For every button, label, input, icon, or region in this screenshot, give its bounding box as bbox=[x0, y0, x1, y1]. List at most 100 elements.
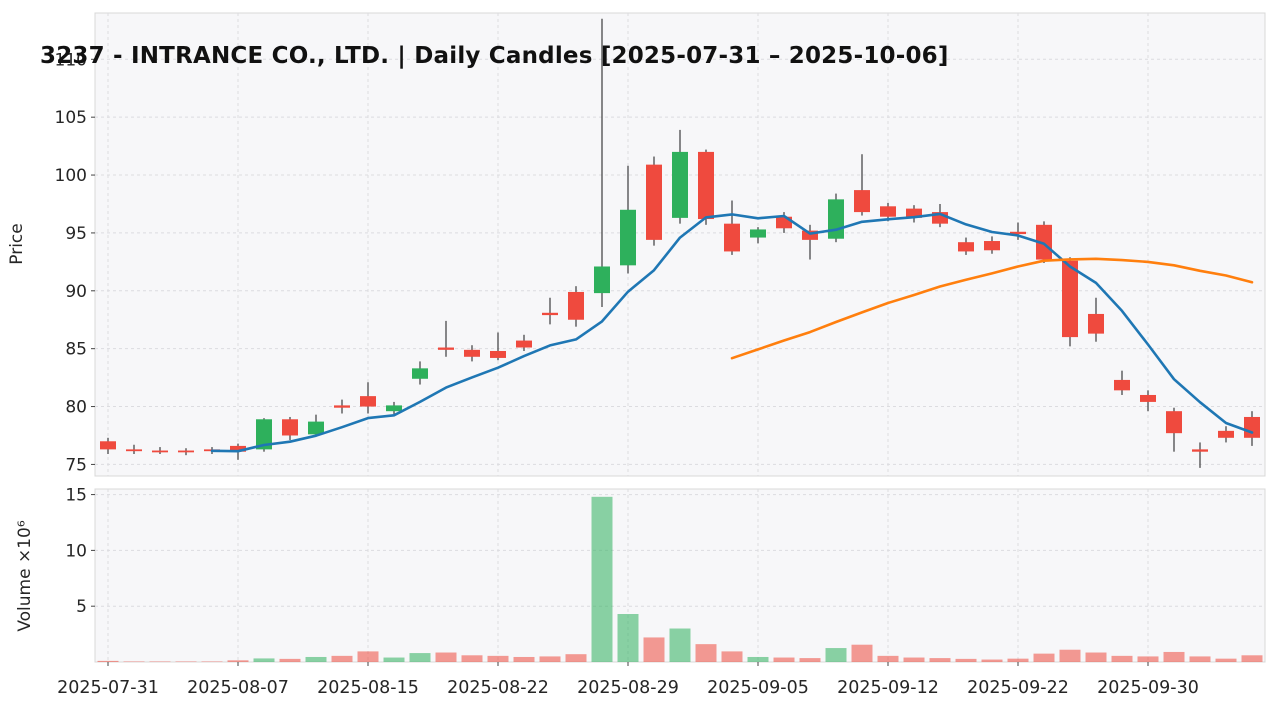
volume-bar bbox=[1085, 652, 1107, 662]
volume-bar bbox=[487, 655, 509, 662]
x-tick-label: 2025-08-29 bbox=[577, 678, 679, 698]
candle-body bbox=[230, 445, 246, 452]
volume-bar bbox=[955, 658, 977, 662]
candle-body bbox=[906, 208, 922, 218]
x-tick-label: 2025-08-07 bbox=[187, 678, 289, 698]
volume-bar bbox=[1007, 658, 1029, 662]
candle-body bbox=[1036, 224, 1052, 260]
volume-bar bbox=[279, 658, 301, 662]
volume-bar bbox=[97, 660, 119, 662]
volume-bar bbox=[1059, 649, 1081, 662]
price-panel bbox=[94, 12, 1266, 477]
volume-bar bbox=[617, 614, 639, 662]
candle-body bbox=[1088, 313, 1104, 334]
volume-tick-label: 15 bbox=[65, 486, 87, 506]
candle-body bbox=[646, 164, 662, 240]
volume-bar bbox=[929, 658, 951, 662]
volume-bar bbox=[981, 659, 1003, 662]
chart-title: 3237 - INTRANCE CO., LTD. | Daily Candle… bbox=[40, 43, 949, 69]
x-tick-label: 2025-09-30 bbox=[1097, 678, 1199, 698]
candle-body bbox=[542, 312, 558, 316]
volume-bar bbox=[383, 657, 405, 662]
candle-body bbox=[516, 340, 532, 348]
volume-axis-label: Volume ×10⁶ bbox=[15, 520, 35, 632]
candle-body bbox=[282, 419, 298, 436]
volume-bar bbox=[149, 661, 171, 662]
volume-bar bbox=[1137, 656, 1159, 662]
candle-body bbox=[386, 405, 402, 412]
volume-bar bbox=[1215, 658, 1237, 662]
x-tick-label: 2025-08-15 bbox=[317, 678, 419, 698]
price-tick-label: 110 bbox=[55, 50, 87, 70]
volume-bar bbox=[461, 655, 483, 662]
price-tick-label: 90 bbox=[65, 282, 87, 302]
volume-bar bbox=[513, 656, 535, 662]
volume-bar bbox=[643, 637, 665, 662]
candle-body bbox=[178, 450, 194, 453]
price-axis-label: Price bbox=[7, 223, 27, 264]
volume-bar bbox=[877, 655, 899, 662]
candle-body bbox=[802, 230, 818, 240]
volume-bar bbox=[747, 656, 769, 662]
candle-body bbox=[750, 229, 766, 238]
volume-bar bbox=[331, 655, 353, 662]
price-tick-label: 95 bbox=[65, 224, 87, 244]
candle-body bbox=[1114, 379, 1130, 391]
candle-body bbox=[880, 206, 896, 217]
volume-bar bbox=[227, 660, 249, 662]
volume-bar bbox=[357, 651, 379, 662]
candle-body bbox=[932, 212, 948, 224]
candle-body bbox=[1062, 260, 1078, 338]
volume-bar bbox=[175, 661, 197, 662]
candle-body bbox=[438, 347, 454, 350]
candle-body bbox=[126, 449, 142, 452]
candle-body bbox=[256, 419, 272, 450]
x-tick-label: 2025-09-05 bbox=[707, 678, 809, 698]
volume-bar bbox=[539, 656, 561, 662]
price-tick-label: 80 bbox=[65, 398, 87, 418]
candle-body bbox=[854, 190, 870, 213]
candle-body bbox=[1166, 411, 1182, 434]
candle-body bbox=[1244, 416, 1260, 438]
ma-slow-line bbox=[730, 257, 1254, 360]
volume-bar bbox=[1163, 651, 1185, 662]
price-tick-label: 85 bbox=[65, 340, 87, 360]
candle-body bbox=[360, 396, 376, 407]
volume-bar bbox=[695, 644, 717, 662]
volume-bar bbox=[591, 496, 613, 662]
volume-tick-label: 5 bbox=[76, 597, 87, 617]
candle-body bbox=[1218, 430, 1234, 438]
candle-body bbox=[724, 223, 740, 252]
volume-bar bbox=[669, 628, 691, 662]
volume-bar bbox=[825, 648, 847, 662]
volume-bar bbox=[1189, 656, 1211, 662]
candle-body bbox=[698, 151, 714, 220]
volume-bar bbox=[1033, 653, 1055, 662]
volume-bar bbox=[773, 657, 795, 662]
candle-body bbox=[412, 368, 428, 379]
candle-body bbox=[1140, 394, 1156, 402]
volume-bar bbox=[201, 661, 223, 662]
volume-bar bbox=[565, 654, 587, 662]
price-tick-label: 105 bbox=[55, 108, 87, 128]
volume-bar bbox=[721, 651, 743, 662]
volume-bar bbox=[1241, 655, 1263, 662]
candle-body bbox=[1010, 231, 1026, 235]
candle-body bbox=[464, 349, 480, 357]
volume-bar bbox=[799, 658, 821, 662]
candle-body bbox=[308, 421, 324, 435]
volume-bar bbox=[123, 661, 145, 662]
candle-body bbox=[100, 441, 116, 450]
volume-bar bbox=[305, 656, 327, 662]
volume-bar bbox=[1111, 655, 1133, 662]
candle-body bbox=[620, 209, 636, 266]
volume-bar bbox=[409, 653, 431, 662]
candle-body bbox=[984, 241, 1000, 251]
candle-body bbox=[958, 242, 974, 252]
volume-tick-label: 10 bbox=[65, 541, 87, 561]
candle-body bbox=[334, 405, 350, 408]
candle-body bbox=[776, 216, 792, 229]
candle-body bbox=[490, 350, 506, 358]
